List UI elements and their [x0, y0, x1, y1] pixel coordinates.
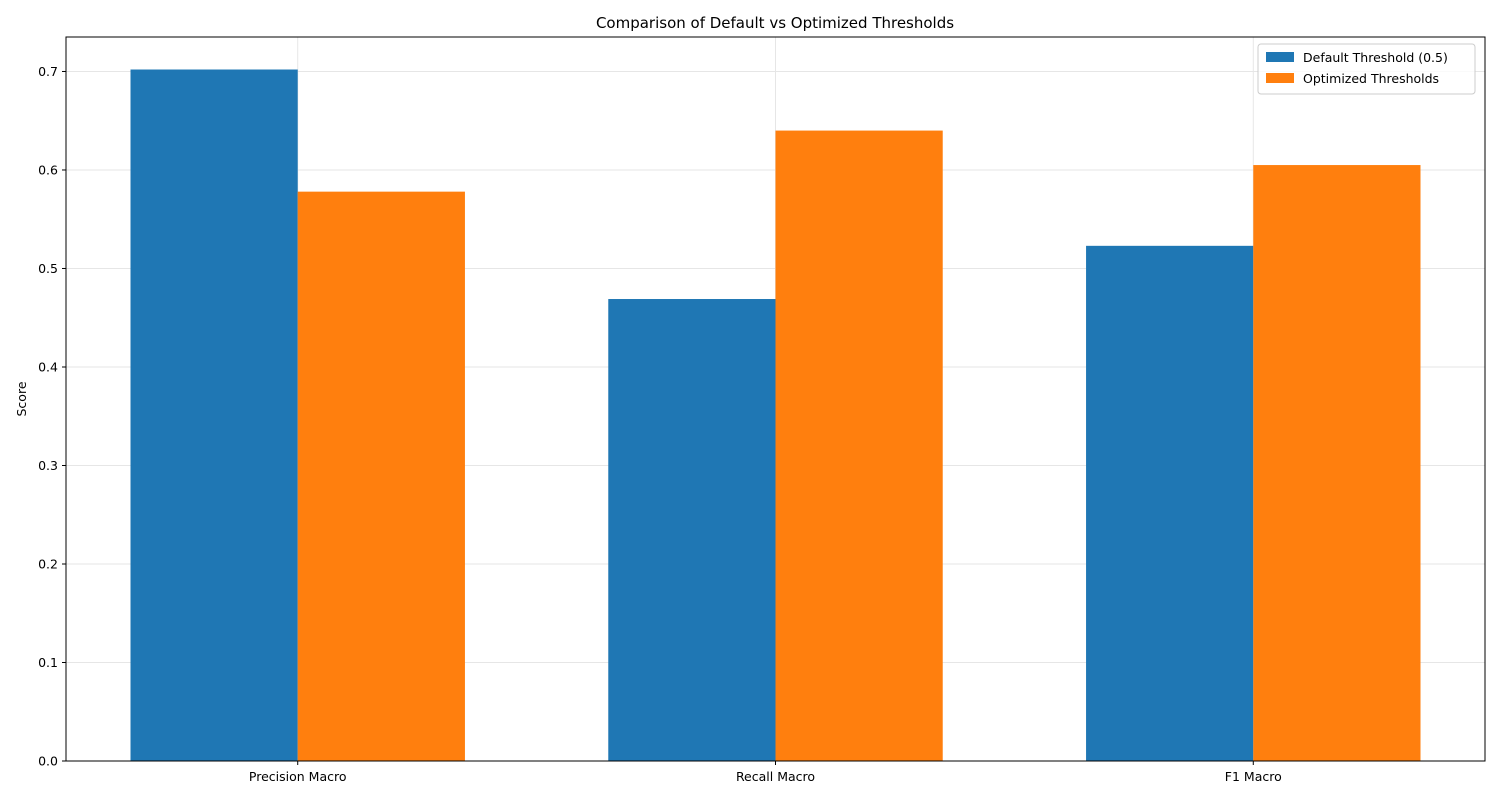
x-axis-ticks: Precision Macro Recall Macro F1 Macro — [249, 761, 1282, 784]
legend-swatch — [1266, 73, 1294, 83]
y-tick-label: 0.5 — [38, 261, 58, 276]
legend-box — [1257, 43, 1476, 95]
y-tick-label: 0.2 — [38, 556, 58, 571]
legend-label: Optimized Thresholds — [1303, 71, 1439, 86]
bars — [130, 69, 1421, 762]
x-tick-label: Recall Macro — [736, 769, 815, 784]
y-tick-label: 0.0 — [38, 754, 58, 769]
y-axis-ticks: 0.0 0.1 0.2 0.3 0.4 0.5 0.6 0.7 — [38, 64, 66, 769]
x-tick-label: Precision Macro — [249, 769, 347, 784]
y-axis-title: Score — [14, 381, 29, 416]
bar-optimized-f1-macro — [1253, 165, 1421, 761]
legend-label: Default Threshold (0.5) — [1303, 50, 1448, 65]
bar-default-recall-macro — [608, 299, 776, 761]
bar-default-precision-macro — [130, 69, 298, 762]
legend: Default Threshold (0.5) Optimized Thresho… — [1257, 43, 1476, 95]
y-tick-label: 0.4 — [38, 359, 58, 374]
y-tick-label: 0.6 — [38, 162, 58, 177]
y-tick-label: 0.1 — [38, 655, 58, 670]
bar-default-f1-macro — [1086, 245, 1254, 761]
bar-optimized-precision-macro — [297, 191, 465, 762]
y-tick-label: 0.7 — [38, 64, 58, 79]
x-tick-label: F1 Macro — [1225, 769, 1282, 784]
bar-optimized-recall-macro — [775, 130, 943, 761]
y-tick-label: 0.3 — [38, 458, 58, 473]
chart-title: Comparison of Default vs Optimized Thres… — [596, 14, 954, 32]
legend-swatch — [1266, 52, 1294, 62]
